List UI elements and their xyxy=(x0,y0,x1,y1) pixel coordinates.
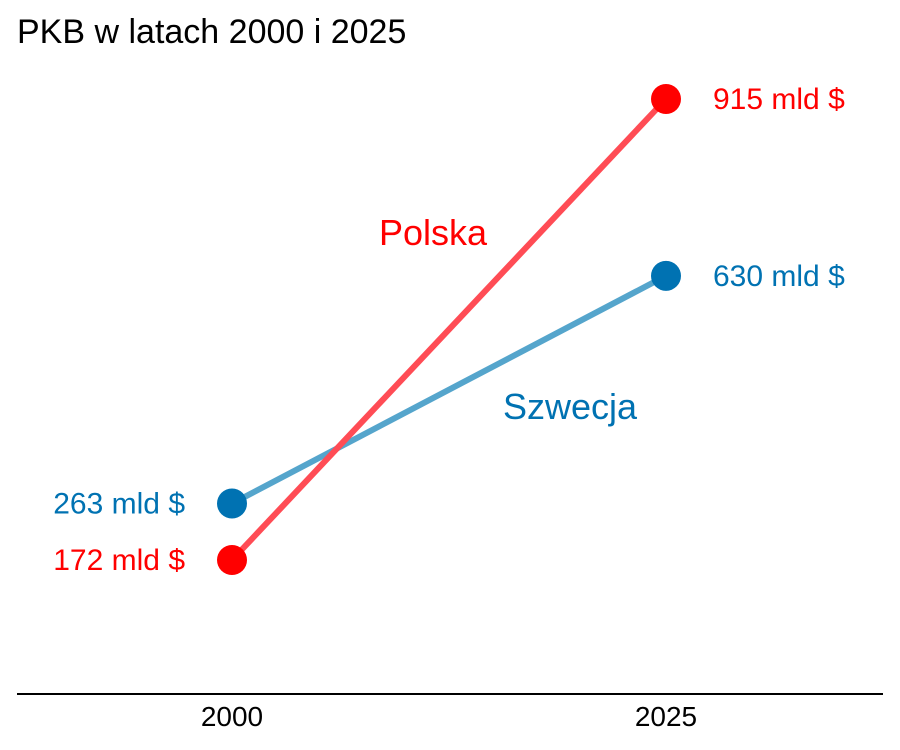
series-polska: 172 mld $ 915 mld $ Polska xyxy=(53,83,845,577)
value-label-szwecja-2025: 630 mld $ xyxy=(713,260,845,293)
data-point-polska-2000 xyxy=(217,545,247,575)
data-point-polska-2025 xyxy=(651,84,681,114)
data-point-szwecja-2000 xyxy=(217,488,247,519)
series-line-polska xyxy=(229,96,669,563)
series-name-label-polska: Polska xyxy=(379,212,488,253)
x-tick-label-2000: 2000 xyxy=(201,701,263,732)
series-layer: 263 mld $ 630 mld $ Szwecja 172 mld $ 915 ml… xyxy=(53,83,845,577)
chart-title: PKB w latach 2000 i 2025 xyxy=(17,13,407,51)
series-szwecja: 263 mld $ 630 mld $ Szwecja xyxy=(53,260,845,521)
series-name-label-szwecja: Szwecja xyxy=(503,386,638,427)
x-tick-label-2025: 2025 xyxy=(635,701,697,732)
value-label-polska-2000: 172 mld $ xyxy=(53,544,185,577)
value-label-polska-2025: 915 mld $ xyxy=(713,83,845,116)
series-line-szwecja xyxy=(229,272,669,507)
value-label-szwecja-2000: 263 mld $ xyxy=(53,488,185,521)
data-point-szwecja-2025 xyxy=(651,260,681,291)
x-axis-ticks: 2000 2025 xyxy=(201,701,697,732)
